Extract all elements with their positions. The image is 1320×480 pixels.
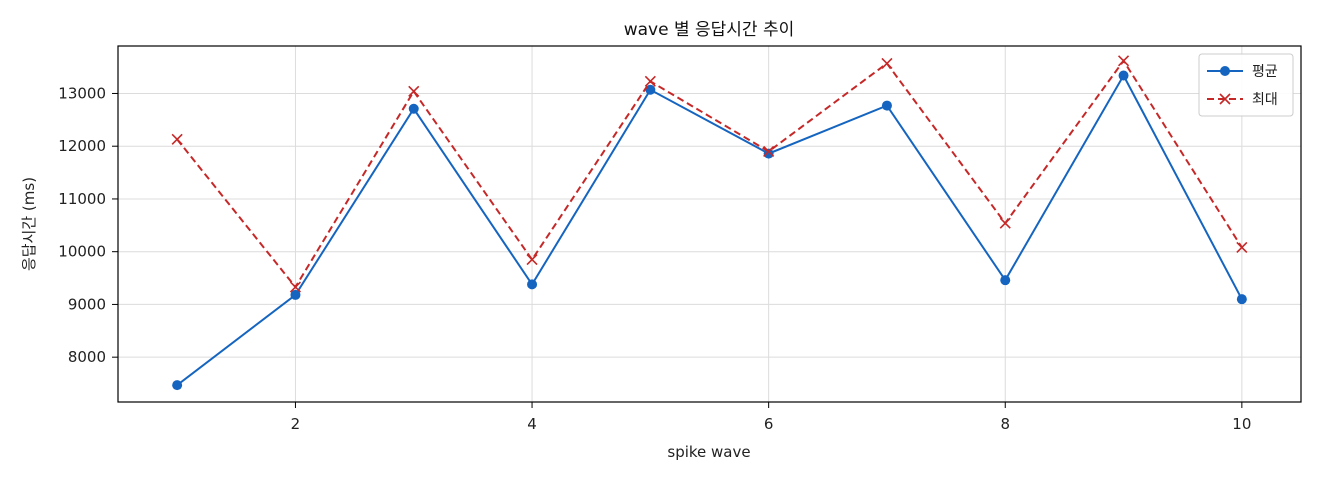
data-point xyxy=(171,133,183,145)
x-tick-label: 8 xyxy=(1000,415,1010,433)
data-point xyxy=(1118,70,1129,81)
data-point xyxy=(763,145,775,158)
data-point xyxy=(1236,294,1247,305)
data-point xyxy=(881,57,893,69)
y-axis-label: 응답시간 (ms) xyxy=(20,177,38,271)
grid-lines xyxy=(118,46,1301,402)
legend-entry: 최대 xyxy=(1207,92,1278,108)
series-2 xyxy=(171,55,1248,293)
data-point xyxy=(644,75,656,87)
y-axis-ticks: 8000 9000 10000 11000 12000 13000 xyxy=(58,84,118,366)
legend-entry: 평균 xyxy=(1207,64,1278,80)
x-tick-label: 4 xyxy=(527,415,537,433)
data-point xyxy=(1236,241,1248,254)
legend-marker xyxy=(1219,93,1231,105)
data-point xyxy=(526,254,538,266)
data-point xyxy=(1000,275,1011,286)
series-1 xyxy=(172,70,1247,391)
legend-label: 평균 xyxy=(1252,64,1278,80)
series-line xyxy=(176,73,1243,386)
data-point xyxy=(408,85,420,97)
data-point xyxy=(999,217,1011,229)
data-point xyxy=(881,100,892,111)
data-point xyxy=(289,281,302,293)
x-tick-label: 6 xyxy=(764,415,774,433)
data-point xyxy=(645,84,656,95)
y-tick-label: 10000 xyxy=(58,243,106,261)
chart-title: wave 별 응답시간 추이 xyxy=(624,20,795,40)
data-point xyxy=(1117,55,1130,67)
legend-label: 최대 xyxy=(1252,92,1278,108)
data-point xyxy=(408,103,419,114)
data-point xyxy=(290,289,301,300)
legend-box xyxy=(1198,53,1294,117)
x-tick-label: 10 xyxy=(1232,415,1251,433)
x-axis-ticks: 2 4 6 8 10 xyxy=(291,402,1251,433)
plot-frame xyxy=(117,45,1302,403)
series-line xyxy=(176,58,1243,289)
data-point xyxy=(172,380,183,391)
y-tick-label: 12000 xyxy=(58,137,106,155)
legend-marker xyxy=(1220,66,1230,76)
y-tick-label: 11000 xyxy=(58,190,106,208)
series-layer xyxy=(171,55,1248,391)
data-point xyxy=(527,279,538,290)
y-tick-label: 13000 xyxy=(58,84,106,102)
y-tick-label: 9000 xyxy=(68,295,106,313)
x-axis-label: spike wave xyxy=(667,443,750,461)
x-tick-label: 2 xyxy=(291,415,301,433)
y-tick-label: 8000 xyxy=(68,348,106,366)
